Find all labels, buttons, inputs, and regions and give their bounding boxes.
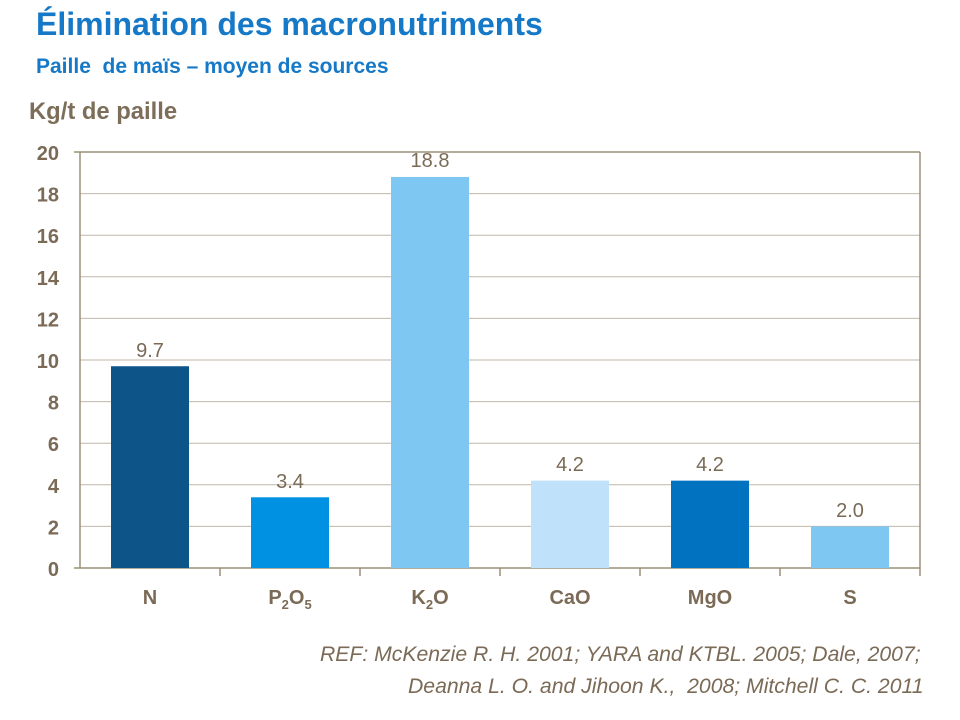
svg-text:18: 18 — [37, 185, 59, 207]
svg-text:2.0: 2.0 — [836, 500, 864, 522]
svg-text:8: 8 — [48, 393, 59, 415]
svg-text:2: 2 — [48, 517, 59, 539]
svg-text:N: N — [143, 587, 157, 609]
svg-text:10: 10 — [37, 351, 59, 373]
svg-text:4: 4 — [48, 476, 60, 498]
svg-text:3.4: 3.4 — [276, 471, 304, 493]
svg-text:K2O: K2O — [411, 587, 448, 612]
svg-text:18.8: 18.8 — [411, 150, 450, 172]
svg-text:9.7: 9.7 — [136, 340, 164, 362]
svg-text:16: 16 — [37, 226, 59, 248]
svg-text:0: 0 — [48, 559, 59, 581]
svg-text:4.2: 4.2 — [556, 454, 584, 476]
svg-text:20: 20 — [37, 143, 59, 165]
svg-text:P2O5: P2O5 — [268, 587, 311, 612]
svg-text:MgO: MgO — [688, 587, 732, 609]
svg-text:4.2: 4.2 — [696, 454, 724, 476]
svg-text:14: 14 — [37, 268, 60, 290]
svg-text:S: S — [843, 587, 856, 609]
svg-text:6: 6 — [48, 434, 59, 456]
svg-text:12: 12 — [37, 309, 59, 331]
svg-text:CaO: CaO — [549, 587, 590, 609]
